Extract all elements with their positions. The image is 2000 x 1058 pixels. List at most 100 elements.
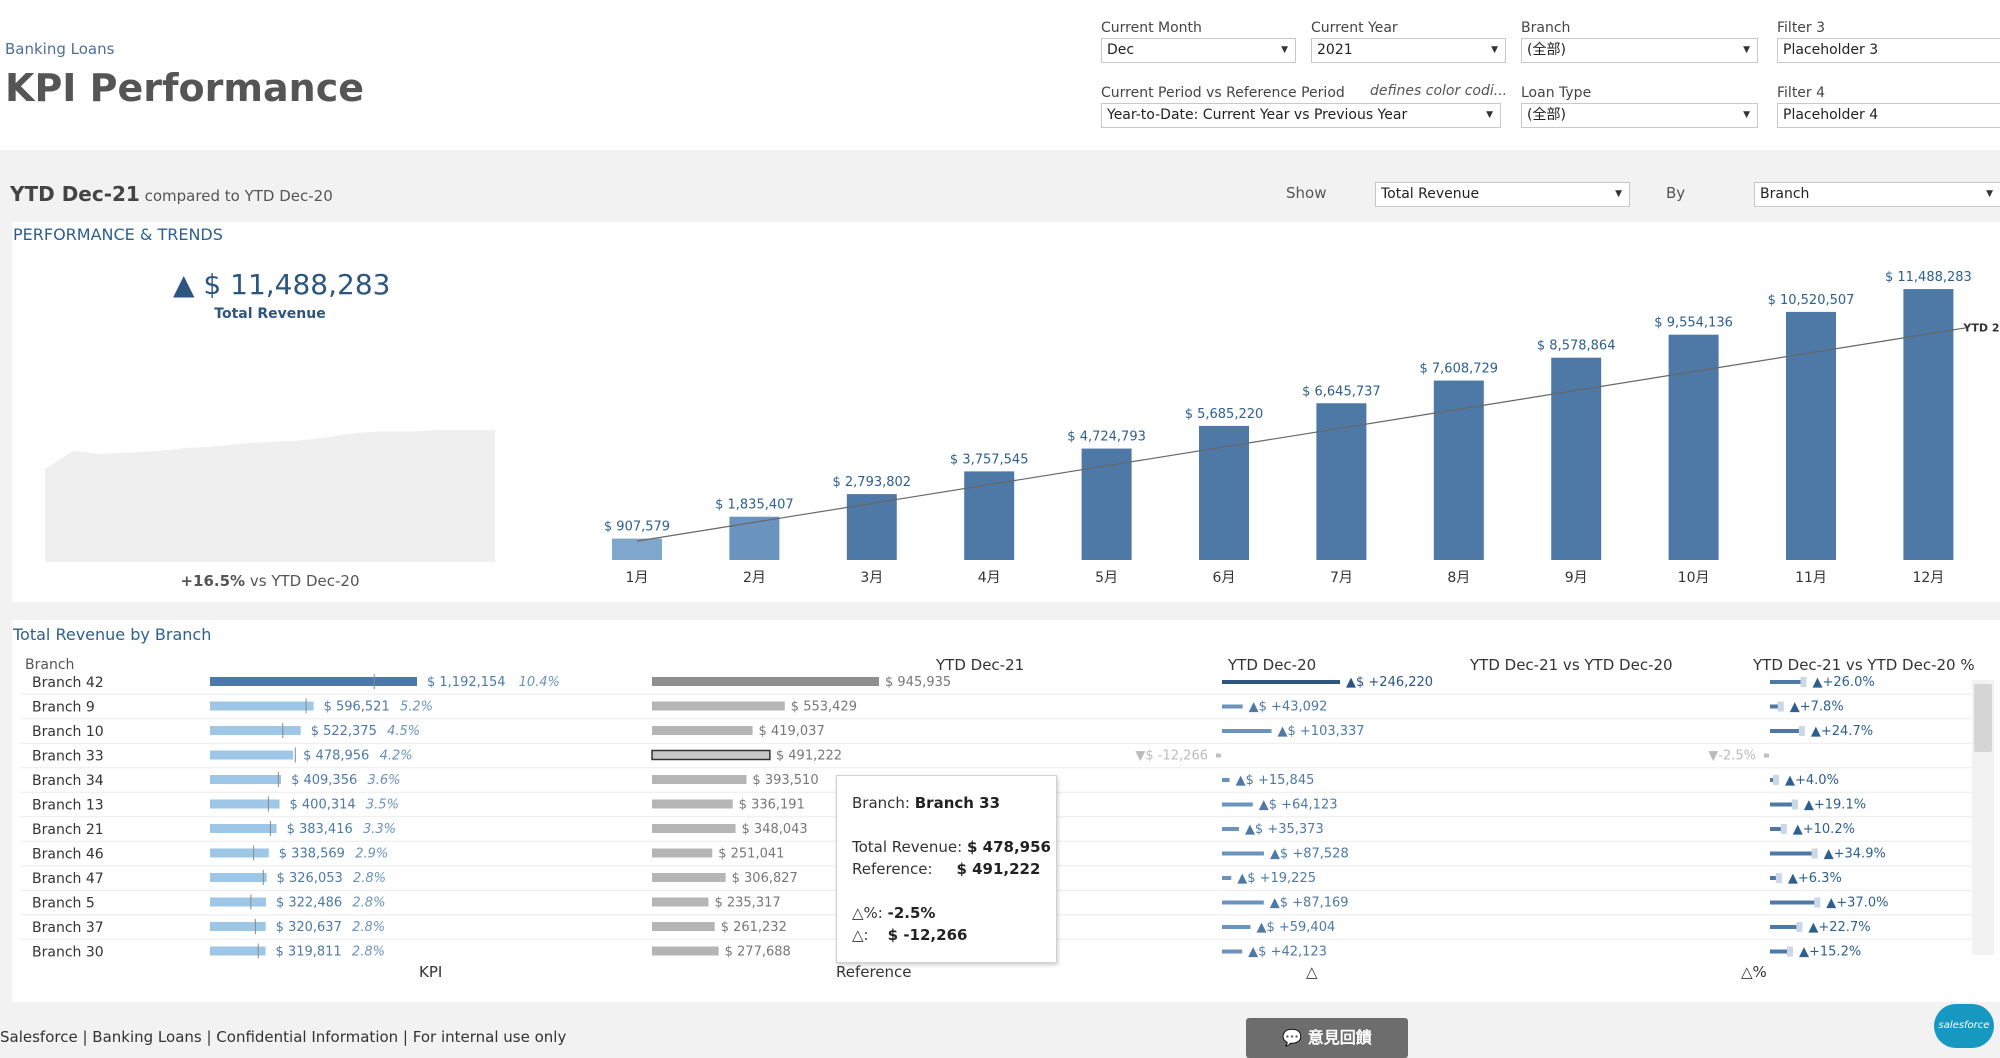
revenue-bar bbox=[1433, 380, 1484, 560]
table-title: Total Revenue by Branch bbox=[13, 625, 212, 644]
pct-value-label: ▲+19.1% bbox=[1804, 798, 1866, 813]
pct-bar bbox=[1770, 876, 1778, 880]
chevron-down-icon: ▼ bbox=[1986, 189, 1993, 199]
show-dropdown[interactable]: Total Revenue ▼ bbox=[1375, 182, 1630, 207]
by-dropdown[interactable]: Branch ▼ bbox=[1754, 182, 2000, 207]
reference-bar bbox=[652, 824, 736, 833]
month-tick-label: 5月 bbox=[1095, 570, 1118, 586]
reference-value-label: $ 491,222 bbox=[776, 749, 842, 764]
kpi-value-label: $ 409,356 bbox=[291, 773, 357, 788]
filter-current-year: Current Year 2021 ▼ bbox=[1311, 18, 1506, 63]
month-tick-label: 7月 bbox=[1330, 570, 1353, 586]
bar-value-label: $ 3,757,545 bbox=[950, 452, 1029, 467]
revenue-bar bbox=[1316, 403, 1367, 560]
delta-value-label: ▲$ +42,123 bbox=[1248, 945, 1327, 960]
pct-reference-mark bbox=[1780, 824, 1787, 834]
filter-label: Current Period vs Reference Period bbox=[1101, 85, 1345, 101]
delta-value-label: ▲$ +87,169 bbox=[1270, 896, 1349, 911]
foot-pct: △% bbox=[1741, 963, 1767, 981]
foot-delta: △ bbox=[1306, 963, 1318, 981]
scrollbar-thumb[interactable] bbox=[1974, 684, 1992, 752]
delta-bar bbox=[1222, 680, 1340, 684]
kpi-value-label: $ 322,486 bbox=[276, 896, 342, 911]
branch-table: Branch 42 $ 1,192,154 10.4% $ 945,935 ▲$ +24… bbox=[20, 674, 1972, 961]
branch-name: Branch 42 bbox=[32, 675, 104, 691]
pct-bar bbox=[1770, 729, 1801, 733]
reference-value-label: $ 945,935 bbox=[885, 675, 951, 690]
pct-reference-mark bbox=[1791, 799, 1798, 810]
reference-bar bbox=[652, 873, 726, 882]
branch-name: Branch 30 bbox=[32, 945, 104, 961]
filter-3-dropdown[interactable]: Placeholder 3 bbox=[1777, 38, 2000, 63]
period-dropdown[interactable]: Year-to-Date: Current Year vs Previous Y… bbox=[1101, 103, 1501, 128]
kpi-bar bbox=[210, 750, 294, 760]
reference-bar bbox=[652, 946, 719, 956]
breadcrumb[interactable]: Banking Loans bbox=[5, 40, 115, 58]
delta-bar bbox=[1222, 778, 1230, 782]
filter-note: defines color codi... bbox=[1370, 83, 1508, 99]
show-label: Show bbox=[1286, 184, 1327, 202]
branch-dropdown[interactable]: (全部) ▼ bbox=[1521, 38, 1758, 63]
current-year-dropdown[interactable]: 2021 ▼ bbox=[1311, 38, 1506, 63]
pct-value-label: ▲+15.2% bbox=[1799, 945, 1861, 960]
kpi-bar bbox=[210, 848, 269, 858]
feedback-button[interactable]: 💬 意見回饋 bbox=[1246, 1018, 1408, 1058]
filter-3: Filter 3 Placeholder 3 bbox=[1777, 18, 2000, 63]
kpi-value-label: $ 596,521 bbox=[324, 700, 390, 715]
kpi-bar bbox=[210, 946, 266, 956]
kpi-bar bbox=[210, 824, 277, 833]
filter-label: Filter 4 bbox=[1777, 85, 1826, 101]
chevron-down-icon: ▼ bbox=[1486, 110, 1493, 120]
loan-type-dropdown[interactable]: (全部) ▼ bbox=[1521, 103, 1758, 128]
branch-name: Branch 13 bbox=[32, 798, 104, 814]
pct-bar bbox=[1770, 778, 1775, 782]
table-scrollbar[interactable] bbox=[1972, 680, 1994, 955]
kpi-bar bbox=[210, 922, 266, 931]
filter-current-month: Current Month Dec ▼ bbox=[1101, 18, 1296, 63]
reference-bar bbox=[652, 701, 785, 711]
kpi-share-label: 2.9% bbox=[355, 847, 388, 862]
reference-bar bbox=[651, 749, 771, 761]
branch-name: Branch 21 bbox=[32, 822, 104, 838]
kpi-share-label: 2.8% bbox=[352, 920, 385, 935]
kpi-delta-text: vs YTD Dec-20 bbox=[249, 572, 360, 590]
revenue-bar bbox=[1199, 425, 1249, 560]
reference-bar bbox=[652, 897, 709, 907]
filter-loan-type: Loan Type (全部) ▼ bbox=[1521, 83, 1758, 128]
kpi-bar bbox=[210, 701, 314, 711]
reference-value-label: $ 393,510 bbox=[752, 773, 818, 788]
foot-kpi: KPI bbox=[419, 963, 443, 981]
pct-value-label: ▲+7.8% bbox=[1790, 700, 1844, 715]
pct-value-label: ▲+4.0% bbox=[1785, 773, 1839, 788]
bar-value-label: $ 5,685,220 bbox=[1185, 407, 1264, 422]
pct-value-label: ▲+10.2% bbox=[1793, 822, 1855, 837]
sparkline-area bbox=[45, 430, 495, 562]
bar-value-label: $ 6,645,737 bbox=[1302, 384, 1381, 399]
period-compared-text: compared to bbox=[144, 187, 240, 205]
reference-bar bbox=[652, 726, 753, 735]
period-reference: YTD Dec-20 bbox=[244, 187, 333, 205]
revenue-bar bbox=[1903, 289, 1954, 560]
current-month-dropdown[interactable]: Dec ▼ bbox=[1101, 38, 1296, 63]
kpi-bar bbox=[210, 799, 280, 809]
month-tick-label: 3月 bbox=[860, 570, 883, 586]
kpi-sparkline bbox=[45, 430, 495, 562]
feedback-label: 意見回饋 bbox=[1307, 1028, 1372, 1047]
pct-reference-mark bbox=[1787, 946, 1793, 957]
filter-4-dropdown[interactable]: Placeholder 4 bbox=[1777, 103, 2000, 128]
kpi-value-label: $ 326,053 bbox=[277, 871, 343, 886]
salesforce-logo[interactable]: salesforce bbox=[1934, 1004, 1994, 1048]
branch-name: Branch 33 bbox=[32, 749, 104, 765]
kpi-value-label: $ 1,192,154 bbox=[427, 675, 506, 690]
kpi-delta-value: +16.5% bbox=[180, 572, 246, 590]
kpi-value-label: $ 400,314 bbox=[290, 798, 356, 813]
kpi-bar bbox=[210, 897, 266, 907]
filter-label: Current Year bbox=[1311, 20, 1398, 36]
filter-label: Current Month bbox=[1101, 20, 1202, 36]
branch-name: Branch 5 bbox=[32, 896, 95, 912]
pct-bar bbox=[1764, 753, 1769, 758]
revenue-bar bbox=[612, 538, 662, 560]
filter-branch: Branch (全部) ▼ bbox=[1521, 18, 1758, 63]
bar-value-label: $ 907,579 bbox=[604, 520, 670, 535]
kpi-delta: +16.5% vs YTD Dec-20 bbox=[120, 572, 420, 590]
